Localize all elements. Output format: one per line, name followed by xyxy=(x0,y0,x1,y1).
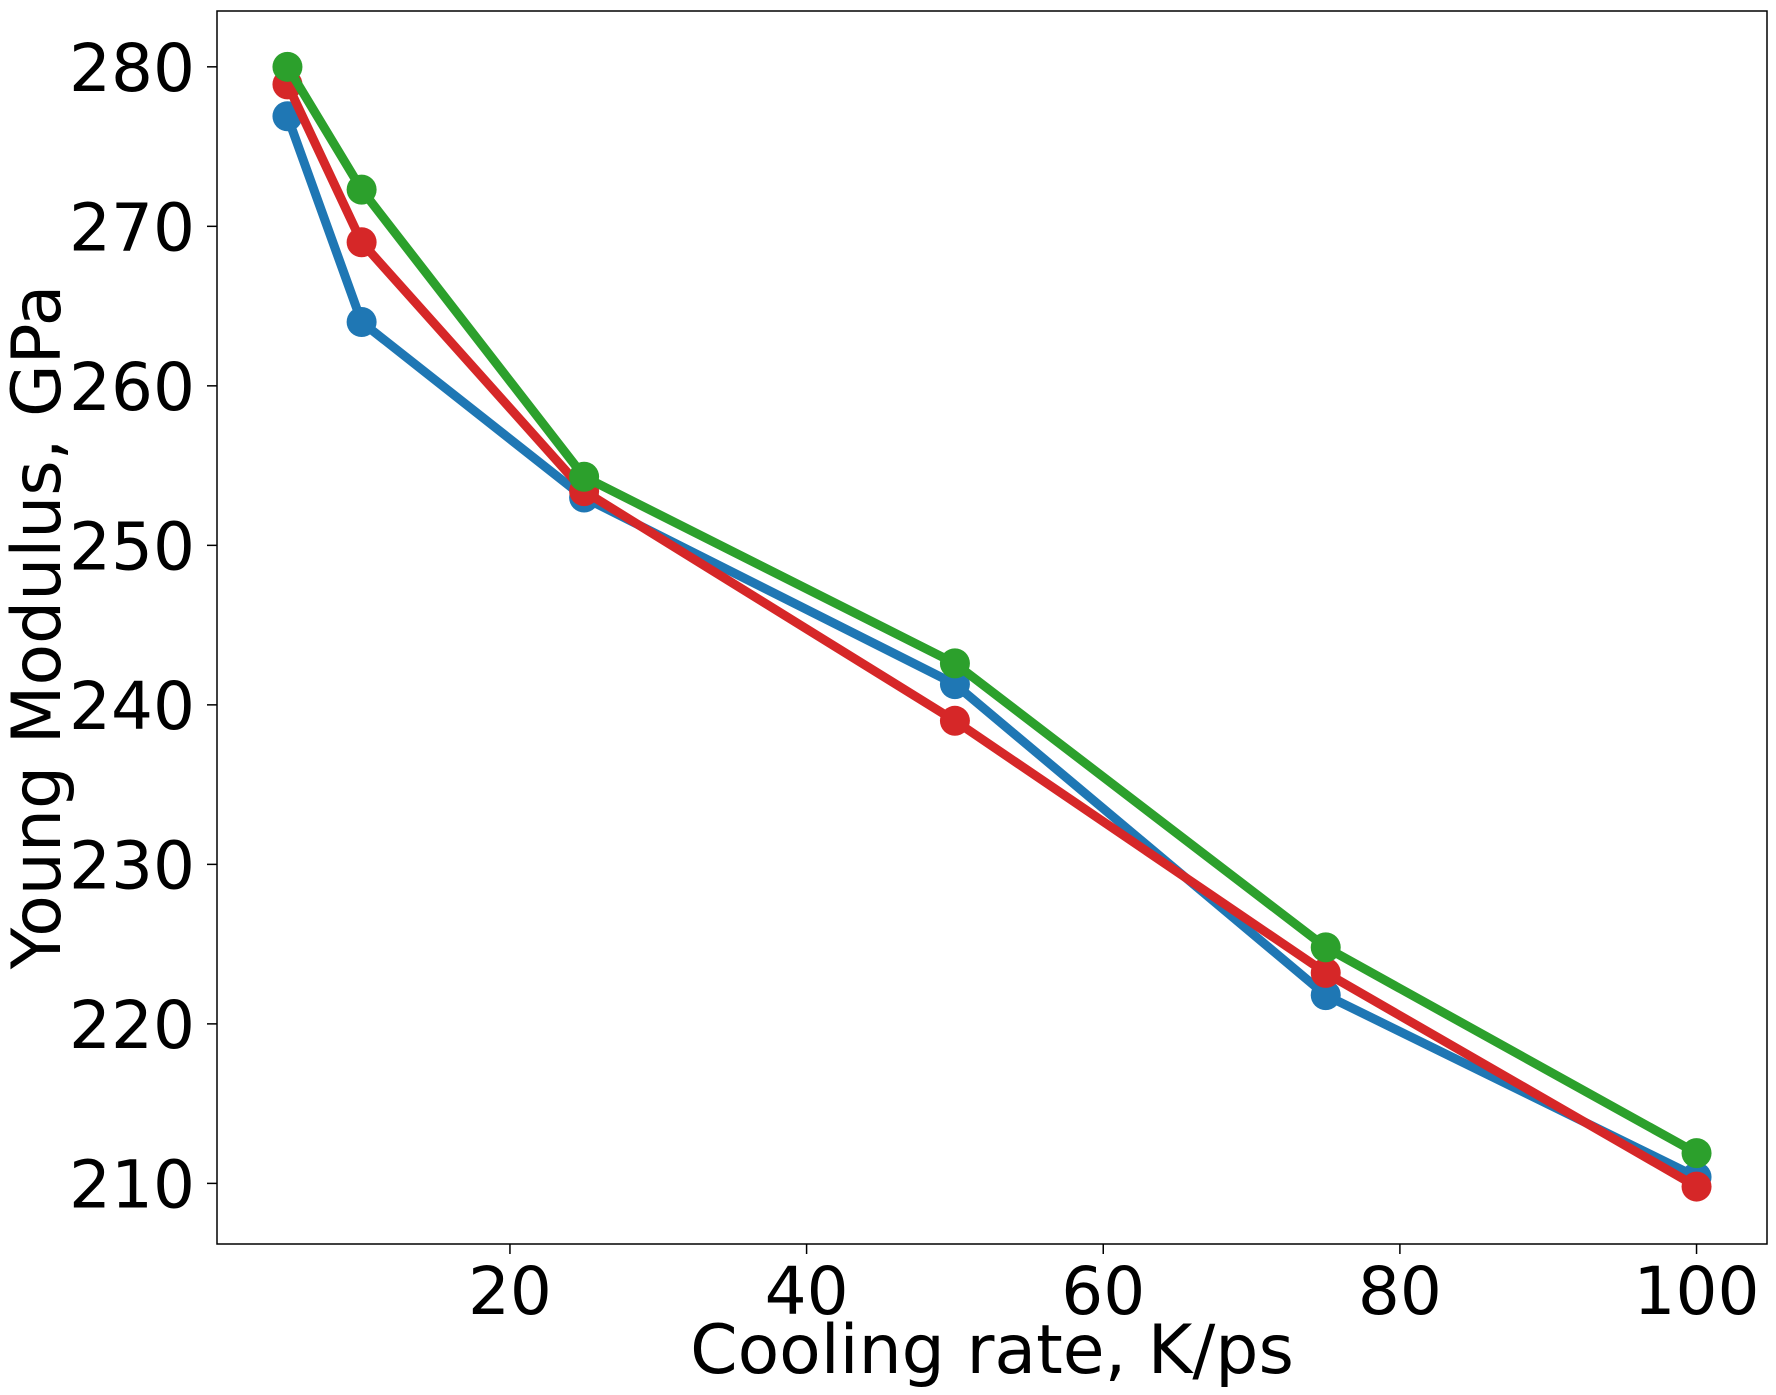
data-point xyxy=(346,307,377,338)
y-tick-label: 220 xyxy=(69,987,195,1064)
data-point xyxy=(569,461,600,492)
data-point xyxy=(272,51,303,82)
data-point xyxy=(1310,980,1341,1011)
data-point xyxy=(1681,1171,1712,1202)
series-line xyxy=(282,79,1702,1192)
y-axis-label: Young Modulus, GPa xyxy=(0,285,77,971)
data-point xyxy=(346,227,377,258)
y-tick-label: 270 xyxy=(69,189,195,266)
x-tick-label: 80 xyxy=(1358,1253,1442,1330)
series-layer xyxy=(272,51,1712,1202)
series-1f77b4 xyxy=(272,101,1712,1193)
x-axis-label: Cooling rate, K/ps xyxy=(690,1311,1294,1390)
x-tick-label: 100 xyxy=(1634,1253,1760,1330)
data-point xyxy=(1681,1138,1712,1169)
y-tick-label: 210 xyxy=(69,1146,195,1223)
data-point xyxy=(939,669,970,700)
plot-area xyxy=(216,10,1768,1245)
x-tick-label: 40 xyxy=(765,1253,849,1330)
data-point xyxy=(939,705,970,736)
data-point xyxy=(1310,957,1341,988)
series-line xyxy=(282,111,1702,1182)
x-tick-label: 20 xyxy=(468,1253,552,1330)
y-tick-label: 260 xyxy=(69,349,195,426)
x-axis: 20 40 60 80 100 xyxy=(468,1244,1760,1330)
data-point xyxy=(1310,932,1341,963)
series-2ca02c xyxy=(272,51,1712,1169)
series-line xyxy=(282,62,1702,1158)
data-point xyxy=(939,648,970,679)
y-tick-label: 230 xyxy=(69,827,195,904)
x-tick-label: 60 xyxy=(1061,1253,1145,1330)
y-tick-label: 280 xyxy=(69,30,195,107)
y-tick-label: 240 xyxy=(69,668,195,745)
data-point xyxy=(346,174,377,205)
y-axis: 210 220 230 240 250 260 270 280 xyxy=(69,30,217,1223)
y-tick-label: 250 xyxy=(69,508,195,585)
